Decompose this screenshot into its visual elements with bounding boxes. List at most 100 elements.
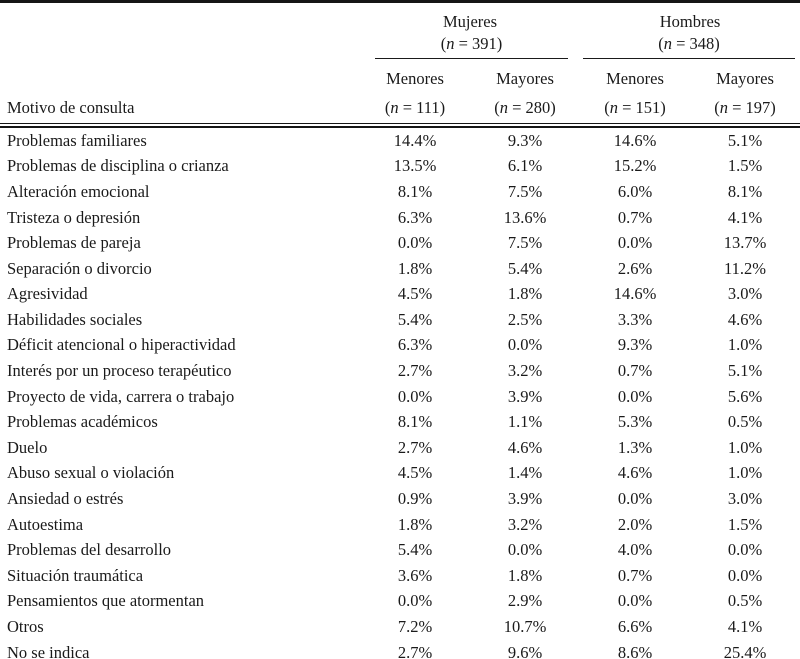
- cell-value: 4.0%: [617, 540, 653, 560]
- table-row: Situación traumática 3.6% 1.8% 0.7% 0.0%: [0, 563, 800, 589]
- cell-value: 0.0%: [617, 233, 653, 253]
- subcol-n-hombres-menores: (n = 151): [580, 91, 691, 124]
- row-label: Problemas de pareja: [7, 233, 141, 253]
- cell-value: 0.5%: [727, 591, 763, 611]
- subcol-n-mujeres-menores: (n = 111): [360, 91, 470, 124]
- table-row: Autoestima 1.8% 3.2% 2.0% 1.5%: [0, 512, 800, 538]
- cell-value: 5.1%: [727, 361, 763, 381]
- row-header-label: Motivo de consulta: [0, 91, 360, 124]
- paren-close: ): [439, 97, 446, 117]
- subcol-label-mujeres-menores: Menores: [386, 68, 444, 88]
- cell-value: 25.4%: [690, 640, 800, 659]
- cell-value: 4.1%: [727, 207, 763, 227]
- group-n-mujeres: (n = 391): [360, 33, 580, 59]
- cell-value: 0.0%: [617, 386, 653, 406]
- rule-line: [0, 124, 800, 128]
- table-row: Interés por un proceso terapéutico 2.7% …: [0, 358, 800, 384]
- cell-value: 0.9%: [397, 489, 433, 509]
- paren-close: ): [714, 33, 720, 53]
- cell-value: 4.6%: [727, 309, 763, 329]
- cell-value: 9.3%: [507, 130, 543, 150]
- paren-open: (: [604, 97, 610, 117]
- cell-value: 8.1%: [397, 412, 433, 432]
- n-symbol: n: [499, 97, 508, 117]
- cell-value: 0.0%: [727, 540, 763, 560]
- cell-value: 1.0%: [727, 335, 763, 355]
- n-symbol: n: [719, 97, 728, 117]
- subcol-label-mujeres-mayores: Mayores: [496, 68, 554, 88]
- cell-value: 6.6%: [617, 617, 653, 636]
- cell-value: 2.7%: [397, 437, 433, 457]
- subcol-n-row: Motivo de consulta (n = 111) (n = 280) (…: [0, 91, 800, 124]
- cell-value: 2.7%: [360, 640, 470, 659]
- paren-close: ): [496, 33, 503, 53]
- cell-value: 3.6%: [397, 565, 433, 585]
- cell-value: 5.6%: [727, 386, 763, 406]
- cell-value: 3.9%: [507, 489, 543, 509]
- cell-value: 14.4%: [393, 130, 437, 150]
- n-value: 197: [745, 97, 771, 117]
- row-label: Autoestima: [7, 514, 84, 534]
- data-table: Mujeres Hombres (n = 391) (n = 348) Meno…: [0, 3, 800, 659]
- cell-value: 1.8%: [397, 258, 433, 278]
- row-label: No se indica: [0, 640, 360, 659]
- cell-value: 6.3%: [397, 335, 433, 355]
- cell-value: 9.3%: [617, 335, 653, 355]
- cell-value: 1.0%: [727, 463, 763, 483]
- row-label: Duelo: [7, 437, 48, 457]
- cell-value: 4.6%: [507, 437, 543, 457]
- cell-value: 5.1%: [727, 130, 763, 150]
- cell-value: 6.3%: [397, 207, 433, 227]
- group-label-hombres: Hombres: [659, 11, 721, 31]
- row-label: Déficit atencional o hiperactividad: [7, 335, 236, 355]
- group-label-mujeres: Mujeres: [442, 11, 498, 31]
- table-row: Problemas de disciplina o crianza 13.5% …: [0, 154, 800, 180]
- group-n-text: (n = 391): [375, 33, 569, 59]
- cell-value: 1.8%: [397, 514, 433, 534]
- cell-value: 13.6%: [503, 207, 547, 227]
- row-label: Agresividad: [7, 284, 88, 304]
- equals-sign: =: [454, 33, 473, 53]
- header-double-rule: [0, 124, 800, 128]
- subcol-header-row: Menores Mayores Menores Mayores: [0, 59, 800, 91]
- table-header: Mujeres Hombres (n = 391) (n = 348) Meno…: [0, 3, 800, 128]
- cell-value: 0.0%: [617, 591, 653, 611]
- n-value: 280: [525, 97, 551, 117]
- table-row: Problemas familiares 14.4% 9.3% 14.6% 5.…: [0, 128, 800, 154]
- paren-open: (: [658, 33, 664, 53]
- equals-sign: =: [671, 33, 690, 53]
- equals-sign: =: [617, 97, 636, 117]
- cell-value: 8.1%: [397, 181, 433, 201]
- row-label: Ansiedad o estrés: [7, 489, 124, 509]
- cell-value: 11.2%: [724, 258, 767, 278]
- cell-value: 2.9%: [507, 591, 543, 611]
- paren-open: (: [494, 97, 500, 117]
- corner-cell: [0, 3, 360, 33]
- row-label: Situación traumática: [7, 565, 144, 585]
- row-label: Habilidades sociales: [7, 309, 143, 329]
- cell-value: 7.2%: [397, 617, 433, 636]
- subcol-label-hombres-mayores: Mayores: [716, 68, 774, 88]
- table-row: No se indica 2.7% 9.6% 8.6% 25.4%: [0, 640, 800, 659]
- n-value: 111: [416, 97, 440, 117]
- table-row: Proyecto de vida, carrera o trabajo 0.0%…: [0, 384, 800, 410]
- table-row: Ansiedad o estrés 0.9% 3.9% 0.0% 3.0%: [0, 486, 800, 512]
- row-label: Otros: [7, 617, 44, 636]
- cell-value: 10.7%: [503, 617, 547, 636]
- n-symbol: n: [609, 97, 618, 117]
- cell-value: 1.4%: [507, 463, 543, 483]
- cell-value: 0.0%: [507, 540, 543, 560]
- table-body: Problemas familiares 14.4% 9.3% 14.6% 5.…: [0, 128, 800, 659]
- cell-value: 0.5%: [727, 412, 763, 432]
- n-value: 348: [689, 33, 715, 53]
- cell-value: 3.2%: [507, 514, 543, 534]
- paren-open: (: [384, 97, 391, 117]
- cell-value: 1.1%: [507, 412, 543, 432]
- n-symbol: n: [663, 33, 672, 53]
- table-row: Problemas de pareja 0.0% 7.5% 0.0% 13.7%: [0, 230, 800, 256]
- row-label: Problemas de disciplina o crianza: [7, 156, 229, 176]
- table-row: Alteración emocional 8.1% 7.5% 6.0% 8.1%: [0, 179, 800, 205]
- equals-sign: =: [727, 97, 746, 117]
- cell-value: 1.5%: [727, 514, 763, 534]
